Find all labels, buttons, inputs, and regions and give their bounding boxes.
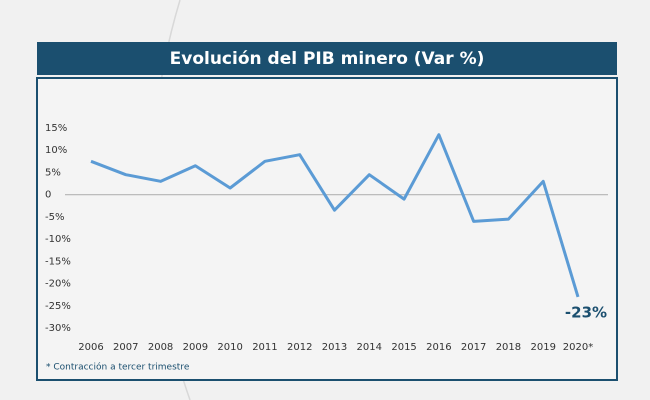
x-tick-label: 2011 bbox=[252, 342, 277, 353]
x-tick-label: 2012 bbox=[287, 342, 312, 353]
chart-frame bbox=[36, 77, 618, 381]
x-tick-label: 2018 bbox=[496, 342, 521, 353]
x-tick-label: 2016 bbox=[426, 342, 451, 353]
y-tick-label: 15% bbox=[45, 123, 67, 134]
y-tick-label: -20% bbox=[45, 279, 71, 290]
line bbox=[90, 133, 580, 298]
x-tick-label: 2008 bbox=[148, 342, 173, 353]
x-tick-label: 2014 bbox=[357, 342, 382, 353]
chart-title: Evolución del PIB minero (Var %) bbox=[170, 49, 485, 69]
x-tick-label: 2010 bbox=[217, 342, 242, 353]
y-tick-label: -5% bbox=[45, 212, 64, 223]
x-tick-label: 2006 bbox=[78, 342, 103, 353]
y-tick-label: -25% bbox=[45, 301, 71, 312]
data-label: -23% bbox=[565, 303, 607, 321]
y-tick-label: -30% bbox=[45, 323, 71, 334]
y-tick-label: 0 bbox=[45, 190, 51, 201]
y-tick-label: 5% bbox=[45, 167, 61, 178]
x-tick-label: 2007 bbox=[113, 342, 138, 353]
footnote: * Contracción a tercer trimestre bbox=[46, 362, 190, 373]
y-tick-label: -15% bbox=[45, 256, 71, 267]
x-tick-label: 2017 bbox=[461, 342, 486, 353]
x-tick-label: 2019 bbox=[530, 342, 555, 353]
y-tick-label: 10% bbox=[45, 145, 67, 156]
x-tick-label: 2013 bbox=[322, 342, 347, 353]
y-tick-label: -10% bbox=[45, 234, 71, 245]
x-tick-label: 2015 bbox=[391, 342, 416, 353]
x-tick-label: 2009 bbox=[183, 342, 208, 353]
x-tick-label: 2020* bbox=[563, 342, 593, 353]
title-bar bbox=[37, 42, 617, 75]
